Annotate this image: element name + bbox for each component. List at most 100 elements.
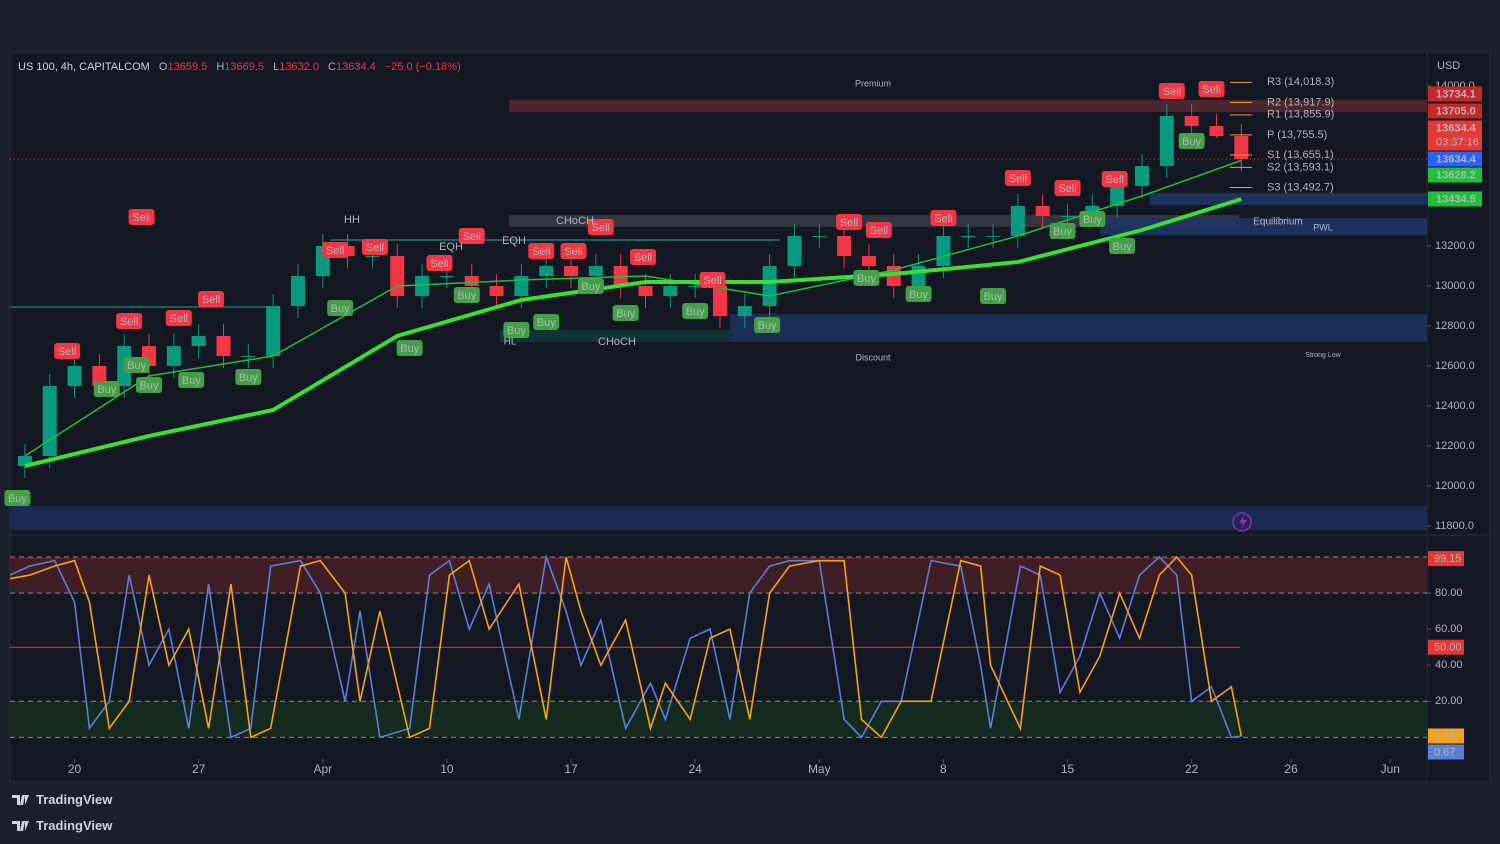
signal-tag bbox=[754, 317, 781, 333]
signal-tag bbox=[630, 249, 657, 265]
signal-tag bbox=[453, 287, 480, 303]
y-tick-label: 12200.0 bbox=[1435, 440, 1475, 452]
candle-body bbox=[564, 266, 579, 276]
candle-body bbox=[762, 266, 777, 306]
last-value-label: 0.76 bbox=[1434, 730, 1455, 742]
pivot-label: S1 (13,655.1) bbox=[1267, 149, 1334, 161]
reference-tag bbox=[1428, 639, 1464, 655]
order-block bbox=[500, 330, 730, 342]
candle-body bbox=[191, 336, 206, 346]
y-tick-label: 40.00 bbox=[1435, 659, 1463, 671]
candle-body bbox=[812, 236, 827, 237]
candle-body bbox=[911, 266, 926, 286]
pivot-label: P (13,755.5) bbox=[1267, 129, 1327, 141]
alert-icon-bolt bbox=[1239, 515, 1247, 529]
signal-label: Sell bbox=[703, 275, 721, 287]
candle-body bbox=[464, 276, 479, 286]
signal-tag bbox=[458, 228, 485, 244]
candle-body bbox=[1135, 166, 1149, 186]
signal-tag bbox=[930, 210, 957, 226]
candle-body bbox=[936, 236, 951, 266]
signal-tag bbox=[836, 214, 863, 230]
y-tick-label: 80.00 bbox=[1435, 587, 1463, 599]
candle-body bbox=[986, 236, 1001, 237]
candle-body bbox=[1010, 206, 1025, 236]
signal-label: Sell bbox=[532, 246, 550, 258]
signal-label: Buy bbox=[182, 375, 201, 387]
candle-body bbox=[837, 236, 852, 256]
ohlc-key: H bbox=[216, 61, 224, 73]
candle-body bbox=[1159, 116, 1174, 166]
signal-tag bbox=[503, 322, 530, 338]
annotation: Discount bbox=[855, 352, 891, 362]
chart-header: US 100, 4h, CAPITALCOM O13659.5 H13669.5… bbox=[18, 61, 461, 73]
annotation: PWL bbox=[1313, 222, 1333, 232]
annotation: Equilibrium bbox=[1253, 217, 1302, 228]
candle-body bbox=[439, 276, 454, 277]
signal-label: Sell bbox=[870, 225, 888, 237]
signal-tag bbox=[905, 286, 932, 302]
ohlc-value: 13634.4 bbox=[336, 61, 376, 73]
y-tick-label: 11800.0 bbox=[1435, 520, 1474, 532]
signal-label: Sell bbox=[1058, 183, 1076, 195]
ohlc-value: 13659.5 bbox=[167, 61, 207, 73]
signal-tag bbox=[128, 209, 155, 225]
ohlc-value: 13632.0 bbox=[279, 61, 319, 73]
signal-label: Buy bbox=[8, 493, 27, 505]
x-tick-label: 15 bbox=[1061, 762, 1075, 776]
signal-tag bbox=[853, 270, 880, 286]
signal-label: Sell bbox=[564, 246, 582, 258]
stoch-line bbox=[9, 553, 1242, 739]
signal-tag bbox=[235, 369, 262, 385]
signal-label: Sell bbox=[326, 245, 344, 257]
footer-text: TradingView bbox=[36, 818, 113, 833]
candle-body bbox=[514, 276, 529, 296]
logo-icon bbox=[12, 820, 29, 831]
pivot-label: R2 (13,917.9) bbox=[1267, 96, 1334, 108]
x-tick-label: 17 bbox=[564, 762, 578, 776]
signal-tag bbox=[612, 305, 639, 321]
annotation: HH bbox=[344, 214, 360, 226]
signal-tag bbox=[1158, 83, 1185, 99]
x-tick-label: 8 bbox=[940, 762, 947, 776]
footer-text: TradingView bbox=[36, 792, 113, 807]
price-tag bbox=[1428, 103, 1482, 119]
signal-tag bbox=[577, 278, 604, 294]
premium-zone bbox=[509, 100, 1427, 112]
signal-label: Sell bbox=[202, 294, 220, 306]
x-tick-label: 27 bbox=[192, 762, 206, 776]
price-tag bbox=[1428, 86, 1482, 102]
candle-body bbox=[861, 256, 876, 266]
candle-body bbox=[961, 236, 976, 237]
order-block bbox=[1100, 218, 1427, 235]
signal-label: Buy bbox=[331, 303, 350, 315]
price-tag-label: 13705.0 bbox=[1436, 105, 1476, 117]
signal-label: Buy bbox=[1083, 214, 1102, 226]
candle-body bbox=[638, 286, 653, 296]
pivot-label: R1 (13,855.9) bbox=[1267, 109, 1334, 121]
price-tag-label: 13634.4 bbox=[1436, 122, 1477, 134]
alert-icon[interactable] bbox=[1232, 512, 1252, 532]
candle-body bbox=[166, 346, 181, 366]
signal-tag bbox=[165, 310, 192, 326]
stoch-band bbox=[10, 701, 1427, 738]
signal-label: Buy bbox=[758, 320, 777, 332]
signal-label: Sell bbox=[430, 258, 448, 270]
price-tag bbox=[1428, 167, 1482, 183]
signal-label: Buy bbox=[1113, 241, 1132, 253]
price-tag bbox=[1428, 120, 1482, 151]
signal-label: Buy bbox=[1182, 136, 1201, 148]
signal-label: Sell bbox=[840, 217, 858, 229]
candle-body bbox=[365, 256, 380, 257]
reference-tag-label: 99.15 bbox=[1434, 553, 1462, 565]
y-tick-label: 60.00 bbox=[1435, 623, 1463, 635]
signal-tag bbox=[528, 243, 555, 259]
signal-tag bbox=[361, 239, 388, 255]
signal-label: Sell bbox=[1202, 84, 1220, 96]
moving-average bbox=[24, 197, 1242, 468]
signal-label: Buy bbox=[140, 380, 159, 392]
candle-body bbox=[712, 286, 727, 316]
signal-label: Buy bbox=[400, 343, 419, 355]
ohlc-value: 13669.5 bbox=[224, 61, 264, 73]
